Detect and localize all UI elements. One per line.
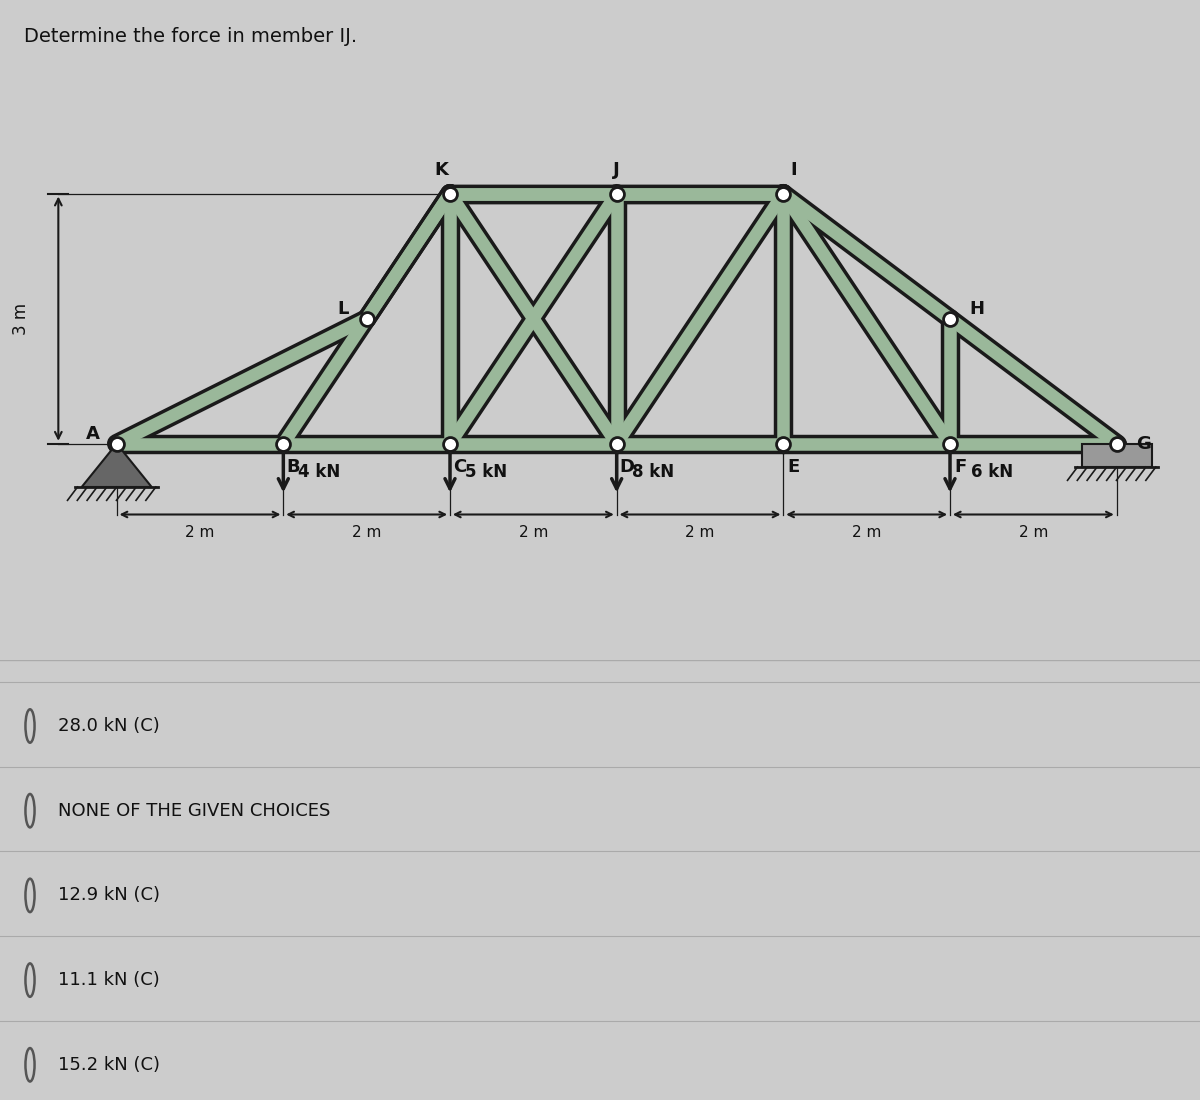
Text: 4 kN: 4 kN: [299, 463, 341, 481]
Text: 2 m: 2 m: [352, 526, 382, 540]
Text: A: A: [86, 425, 101, 442]
Text: NONE OF THE GIVEN CHOICES: NONE OF THE GIVEN CHOICES: [58, 802, 330, 820]
Text: K: K: [434, 162, 449, 179]
Text: E: E: [787, 458, 799, 476]
Text: 8 kN: 8 kN: [631, 463, 673, 481]
Text: 11.1 kN (C): 11.1 kN (C): [58, 971, 160, 989]
Text: 2 m: 2 m: [852, 526, 881, 540]
Text: L: L: [337, 299, 349, 318]
Text: 2 m: 2 m: [185, 526, 215, 540]
Text: B: B: [287, 458, 300, 476]
Text: D: D: [619, 458, 634, 476]
Text: 5 kN: 5 kN: [466, 463, 508, 481]
Text: 15.2 kN (C): 15.2 kN (C): [58, 1056, 160, 1074]
Text: I: I: [790, 162, 797, 179]
Text: H: H: [970, 299, 984, 318]
Text: 2 m: 2 m: [518, 526, 548, 540]
Text: 2 m: 2 m: [1019, 526, 1048, 540]
Text: F: F: [954, 458, 966, 476]
Text: J: J: [613, 162, 620, 179]
Text: C: C: [454, 458, 467, 476]
Text: 2 m: 2 m: [685, 526, 715, 540]
Text: 28.0 kN (C): 28.0 kN (C): [58, 717, 160, 735]
Text: 3 m: 3 m: [12, 302, 30, 334]
Bar: [1081, 443, 1152, 468]
Polygon shape: [82, 443, 151, 487]
Text: Determine the force in member IJ.: Determine the force in member IJ.: [24, 28, 358, 46]
Text: 6 kN: 6 kN: [971, 463, 1013, 481]
Text: G: G: [1136, 434, 1151, 453]
Text: 12.9 kN (C): 12.9 kN (C): [58, 887, 160, 904]
